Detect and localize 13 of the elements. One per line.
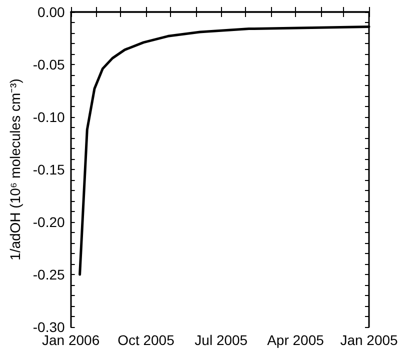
x-tick-label: Jan 2005 [340, 332, 398, 348]
y-tick-label: -0.25 [32, 266, 66, 282]
y-tick-label: 0.00 [38, 4, 66, 20]
x-tick-label: Jul 2005 [194, 332, 248, 348]
y-tick-label: -0.15 [32, 162, 66, 178]
y-tick-label: -0.05 [32, 56, 66, 72]
x-tick-label: Jan 2006 [42, 332, 100, 348]
y-tick-label: -0.30 [32, 319, 66, 335]
x-tick-label: Apr 2005 [267, 332, 324, 348]
y-tick-label: -0.10 [32, 109, 66, 125]
y-axis-title: 1/adOH (10⁶ molecules cm⁻³) [7, 78, 23, 260]
y-tick-label: -0.20 [32, 214, 66, 230]
x-tick-label: Oct 2005 [118, 332, 175, 348]
